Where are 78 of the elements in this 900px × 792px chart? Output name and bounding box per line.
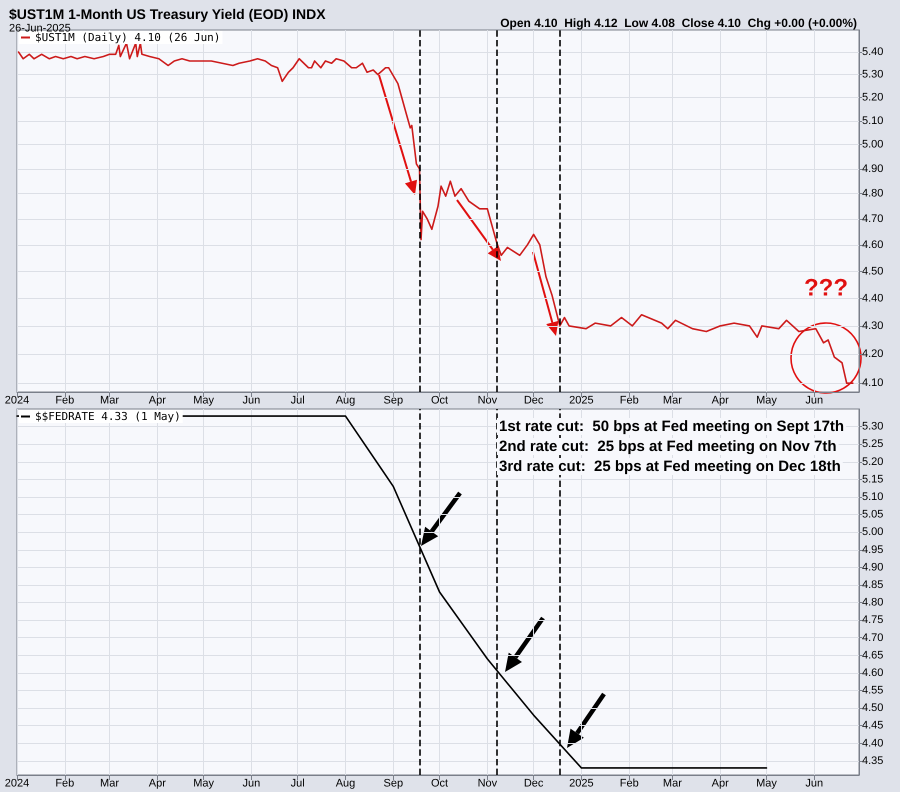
y-tick-label: 4.95 bbox=[862, 544, 884, 556]
x-tick-label: May bbox=[193, 394, 214, 406]
x-tick-label: 2024 bbox=[4, 394, 30, 406]
y-tick-label: 5.30 bbox=[862, 420, 884, 433]
x-tick-label: Oct bbox=[430, 394, 448, 406]
y-tick-label: 4.30 bbox=[862, 320, 884, 332]
text: Open 4.10 High 4.12 Low 4.08 Close 4.10 Chg +0.00 (+0.00%) bbox=[500, 16, 858, 30]
annotation: 3rd rate cut: 25 bps at Fed meeting on Dec 18th bbox=[499, 458, 841, 475]
x-tick-label: Aug bbox=[336, 778, 356, 790]
y-tick-label: 5.10 bbox=[862, 114, 884, 127]
y-tick-label: 4.65 bbox=[862, 649, 884, 662]
y-tick-label: 5.30 bbox=[862, 68, 884, 81]
x-tick-label: Mar bbox=[100, 394, 120, 406]
y-tick-label: 4.50 bbox=[862, 265, 884, 278]
y-tick-label: 4.70 bbox=[862, 212, 884, 225]
y-tick-label: 5.10 bbox=[862, 490, 884, 503]
x-tick-label: Jun bbox=[242, 394, 260, 406]
y-tick-label: 5.25 bbox=[862, 438, 884, 450]
x-tick-label: Jun bbox=[805, 778, 824, 790]
y-tick-label: 4.70 bbox=[862, 632, 884, 644]
x-tick-label: Mar bbox=[662, 394, 682, 406]
legend-label: $UST1M (Daily) 4.10 (26 Jun) bbox=[35, 31, 220, 44]
y-tick-label: 5.20 bbox=[862, 91, 884, 104]
y-tick-label: 4.40 bbox=[862, 737, 884, 750]
x-tick-label: Feb bbox=[620, 778, 639, 790]
x-tick-label: Mar bbox=[662, 778, 682, 790]
y-tick-label: 4.80 bbox=[862, 596, 884, 609]
legend-label: $$FEDRATE 4.33 (1 May) bbox=[35, 410, 181, 423]
x-tick-label: Dec bbox=[524, 394, 544, 406]
y-tick-label: 5.05 bbox=[862, 508, 884, 521]
y-tick-label: 4.75 bbox=[862, 614, 884, 626]
x-tick-label: May bbox=[193, 778, 214, 790]
annotation: 2nd rate cut: 25 bps at Fed meeting on Nov 7th bbox=[499, 438, 837, 455]
x-tick-label: Feb bbox=[620, 394, 639, 406]
y-tick-label: 4.55 bbox=[862, 684, 884, 697]
x-tick-label: Mar bbox=[100, 778, 120, 790]
y-tick-label: 5.20 bbox=[862, 456, 884, 468]
y-tick-label: 4.80 bbox=[862, 188, 884, 200]
y-tick-label: 5.00 bbox=[862, 138, 884, 151]
x-tick-label: Nov bbox=[478, 394, 498, 406]
y-tick-label: 4.90 bbox=[862, 162, 884, 175]
annotation: 1st rate cut: 50 bps at Fed meeting on Sept 17th bbox=[499, 418, 844, 435]
x-tick-label: Feb bbox=[55, 394, 74, 406]
x-tick-label: Jul bbox=[290, 778, 305, 790]
y-tick-label: 4.90 bbox=[862, 561, 884, 574]
y-tick-label: 4.60 bbox=[862, 238, 884, 251]
x-tick-label: Apr bbox=[148, 394, 166, 406]
x-tick-label: 2025 bbox=[569, 778, 594, 790]
x-tick-label: Aug bbox=[336, 394, 356, 406]
x-tick-label: Oct bbox=[430, 778, 448, 790]
y-tick-label: 5.15 bbox=[862, 473, 884, 486]
y-tick-label: 5.40 bbox=[862, 46, 884, 58]
x-tick-label: Jul bbox=[290, 394, 305, 406]
annotation: ??? bbox=[804, 274, 848, 302]
y-tick-label: 4.60 bbox=[862, 666, 884, 679]
y-tick-label: 4.35 bbox=[862, 754, 884, 767]
y-tick-label: 4.40 bbox=[862, 292, 884, 304]
y-tick-label: 4.10 bbox=[862, 377, 884, 390]
x-tick-label: Apr bbox=[148, 778, 166, 790]
y-tick-label: 4.50 bbox=[862, 702, 884, 714]
x-tick-label: May bbox=[756, 394, 778, 406]
y-tick-label: 4.45 bbox=[862, 720, 884, 732]
x-tick-label: Apr bbox=[712, 778, 730, 790]
x-tick-label: Nov bbox=[478, 778, 498, 790]
x-tick-label: 2025 bbox=[569, 394, 594, 406]
x-tick-label: May bbox=[756, 778, 778, 790]
x-tick-label: Feb bbox=[55, 778, 74, 790]
x-tick-label: Sep bbox=[383, 778, 404, 790]
x-tick-label: Jun bbox=[242, 778, 260, 790]
y-tick-label: 5.00 bbox=[862, 526, 884, 538]
y-tick-label: 4.85 bbox=[862, 578, 884, 591]
x-tick-label: Sep bbox=[383, 394, 404, 406]
chart-title: $UST1M 1-Month US Treasury Yield (EOD) INDX bbox=[9, 6, 326, 22]
y-tick-label: 4.20 bbox=[862, 348, 884, 360]
x-tick-label: Dec bbox=[524, 778, 544, 790]
x-tick-label: Jun bbox=[805, 394, 824, 406]
x-tick-label: 2024 bbox=[4, 778, 30, 790]
x-tick-label: Apr bbox=[712, 394, 730, 406]
